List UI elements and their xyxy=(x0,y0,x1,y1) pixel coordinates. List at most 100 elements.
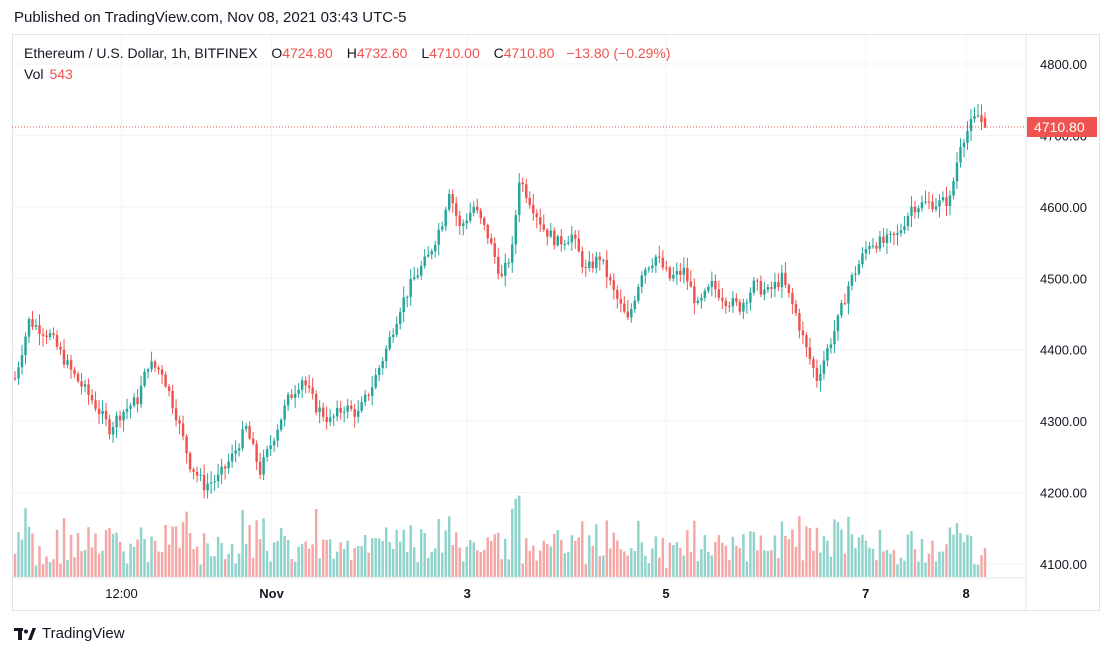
volume-bar xyxy=(234,563,237,577)
volume-bar xyxy=(300,543,304,577)
volume-bar xyxy=(791,529,794,577)
volume-bar xyxy=(69,534,73,577)
candle-body xyxy=(735,298,738,302)
candle-body xyxy=(255,443,258,462)
candle-body xyxy=(276,429,279,441)
candle-body xyxy=(248,426,251,439)
candle-body xyxy=(321,407,325,417)
candle-body xyxy=(507,262,510,264)
candle-body xyxy=(192,469,195,472)
candle-body xyxy=(724,300,728,307)
volume-bar xyxy=(94,533,97,577)
volume-bar xyxy=(398,541,402,577)
volume-bar xyxy=(602,555,605,577)
volume-bar xyxy=(52,559,55,577)
candle-body xyxy=(462,223,465,227)
candle-body xyxy=(388,336,391,349)
candle-body xyxy=(465,220,468,224)
candle-body xyxy=(132,397,136,406)
volume-bar xyxy=(896,564,899,577)
brand-footer[interactable]: TradingView xyxy=(14,625,125,642)
candle-body xyxy=(966,130,969,143)
candle-body xyxy=(854,273,857,275)
volume-bar xyxy=(857,537,861,577)
volume-bar xyxy=(339,542,342,577)
volume-bar xyxy=(829,556,833,577)
candle-body xyxy=(518,182,521,216)
candle-body xyxy=(843,303,847,305)
candle-body xyxy=(640,275,644,287)
symbol-name: Ethereum / U.S. Dollar, 1h, BITFINEX xyxy=(24,45,258,61)
candle-body xyxy=(983,117,987,128)
close-value: 4710.80 xyxy=(503,45,555,61)
volume-bar xyxy=(360,546,363,577)
candle-body xyxy=(717,289,721,298)
candle-body xyxy=(55,335,59,347)
volume-bar xyxy=(973,564,976,577)
candle-body xyxy=(52,333,55,336)
candle-body xyxy=(325,416,328,422)
candle-body xyxy=(605,260,609,278)
candle-body xyxy=(129,405,132,409)
candle-body xyxy=(178,420,181,424)
volume-bar xyxy=(181,522,185,577)
volume-bar xyxy=(962,542,966,577)
candle-body xyxy=(637,286,640,301)
volume-bar xyxy=(164,524,167,577)
volume-bar xyxy=(395,529,398,577)
volume-bar xyxy=(27,526,31,577)
candle-body xyxy=(686,267,689,282)
candle-body xyxy=(48,333,52,338)
volume-bar xyxy=(150,536,153,577)
chart-frame[interactable] xyxy=(12,34,1100,611)
candle-body xyxy=(934,206,938,210)
candle-body xyxy=(511,244,514,263)
volume-bar xyxy=(325,539,328,577)
candle-body xyxy=(188,453,192,470)
volume-bar xyxy=(412,547,416,577)
candle-body xyxy=(346,405,349,412)
candle-body xyxy=(661,257,665,268)
candle-body xyxy=(969,119,973,131)
volume-bar xyxy=(682,555,686,577)
volume-bar xyxy=(430,551,433,577)
volume-bar xyxy=(910,531,913,577)
candle-body xyxy=(73,369,76,374)
volume-bar xyxy=(598,555,602,577)
candle-body xyxy=(616,289,619,299)
volume-bar xyxy=(433,548,437,577)
volume-bar xyxy=(535,560,538,577)
x-tick-label: 7 xyxy=(862,586,869,601)
volume-bar xyxy=(332,558,335,577)
candle-body xyxy=(476,206,479,211)
volume-bar xyxy=(237,553,241,577)
volume-bar xyxy=(167,544,171,577)
candle-body xyxy=(570,234,574,243)
volume-bar xyxy=(952,534,955,577)
candle-body xyxy=(332,416,335,418)
volume-bar xyxy=(370,538,374,577)
candle-body xyxy=(27,319,31,337)
volume-bar xyxy=(227,553,230,577)
volume-bar xyxy=(850,534,854,577)
volume-bar xyxy=(637,520,640,577)
volume-bar xyxy=(805,526,808,577)
volume-bar xyxy=(700,549,703,577)
candle-body xyxy=(104,410,108,420)
volume-bar xyxy=(714,541,717,577)
candle-body xyxy=(693,286,696,304)
volume-legend: Vol 543 xyxy=(24,66,73,82)
volume-bar xyxy=(458,547,461,577)
low-value: 4710.00 xyxy=(429,45,480,61)
volume-bar xyxy=(24,508,27,577)
candle-body xyxy=(195,471,199,476)
volume-bar xyxy=(409,525,412,577)
volume-bar xyxy=(556,530,560,577)
candle-body xyxy=(763,289,766,295)
candle-body xyxy=(297,389,300,394)
volume-bar xyxy=(521,563,524,577)
volume-bar xyxy=(661,537,665,577)
volume-bar xyxy=(847,516,850,577)
candle-body xyxy=(563,243,567,245)
